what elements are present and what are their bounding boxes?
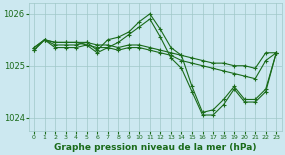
X-axis label: Graphe pression niveau de la mer (hPa): Graphe pression niveau de la mer (hPa) — [54, 143, 256, 152]
